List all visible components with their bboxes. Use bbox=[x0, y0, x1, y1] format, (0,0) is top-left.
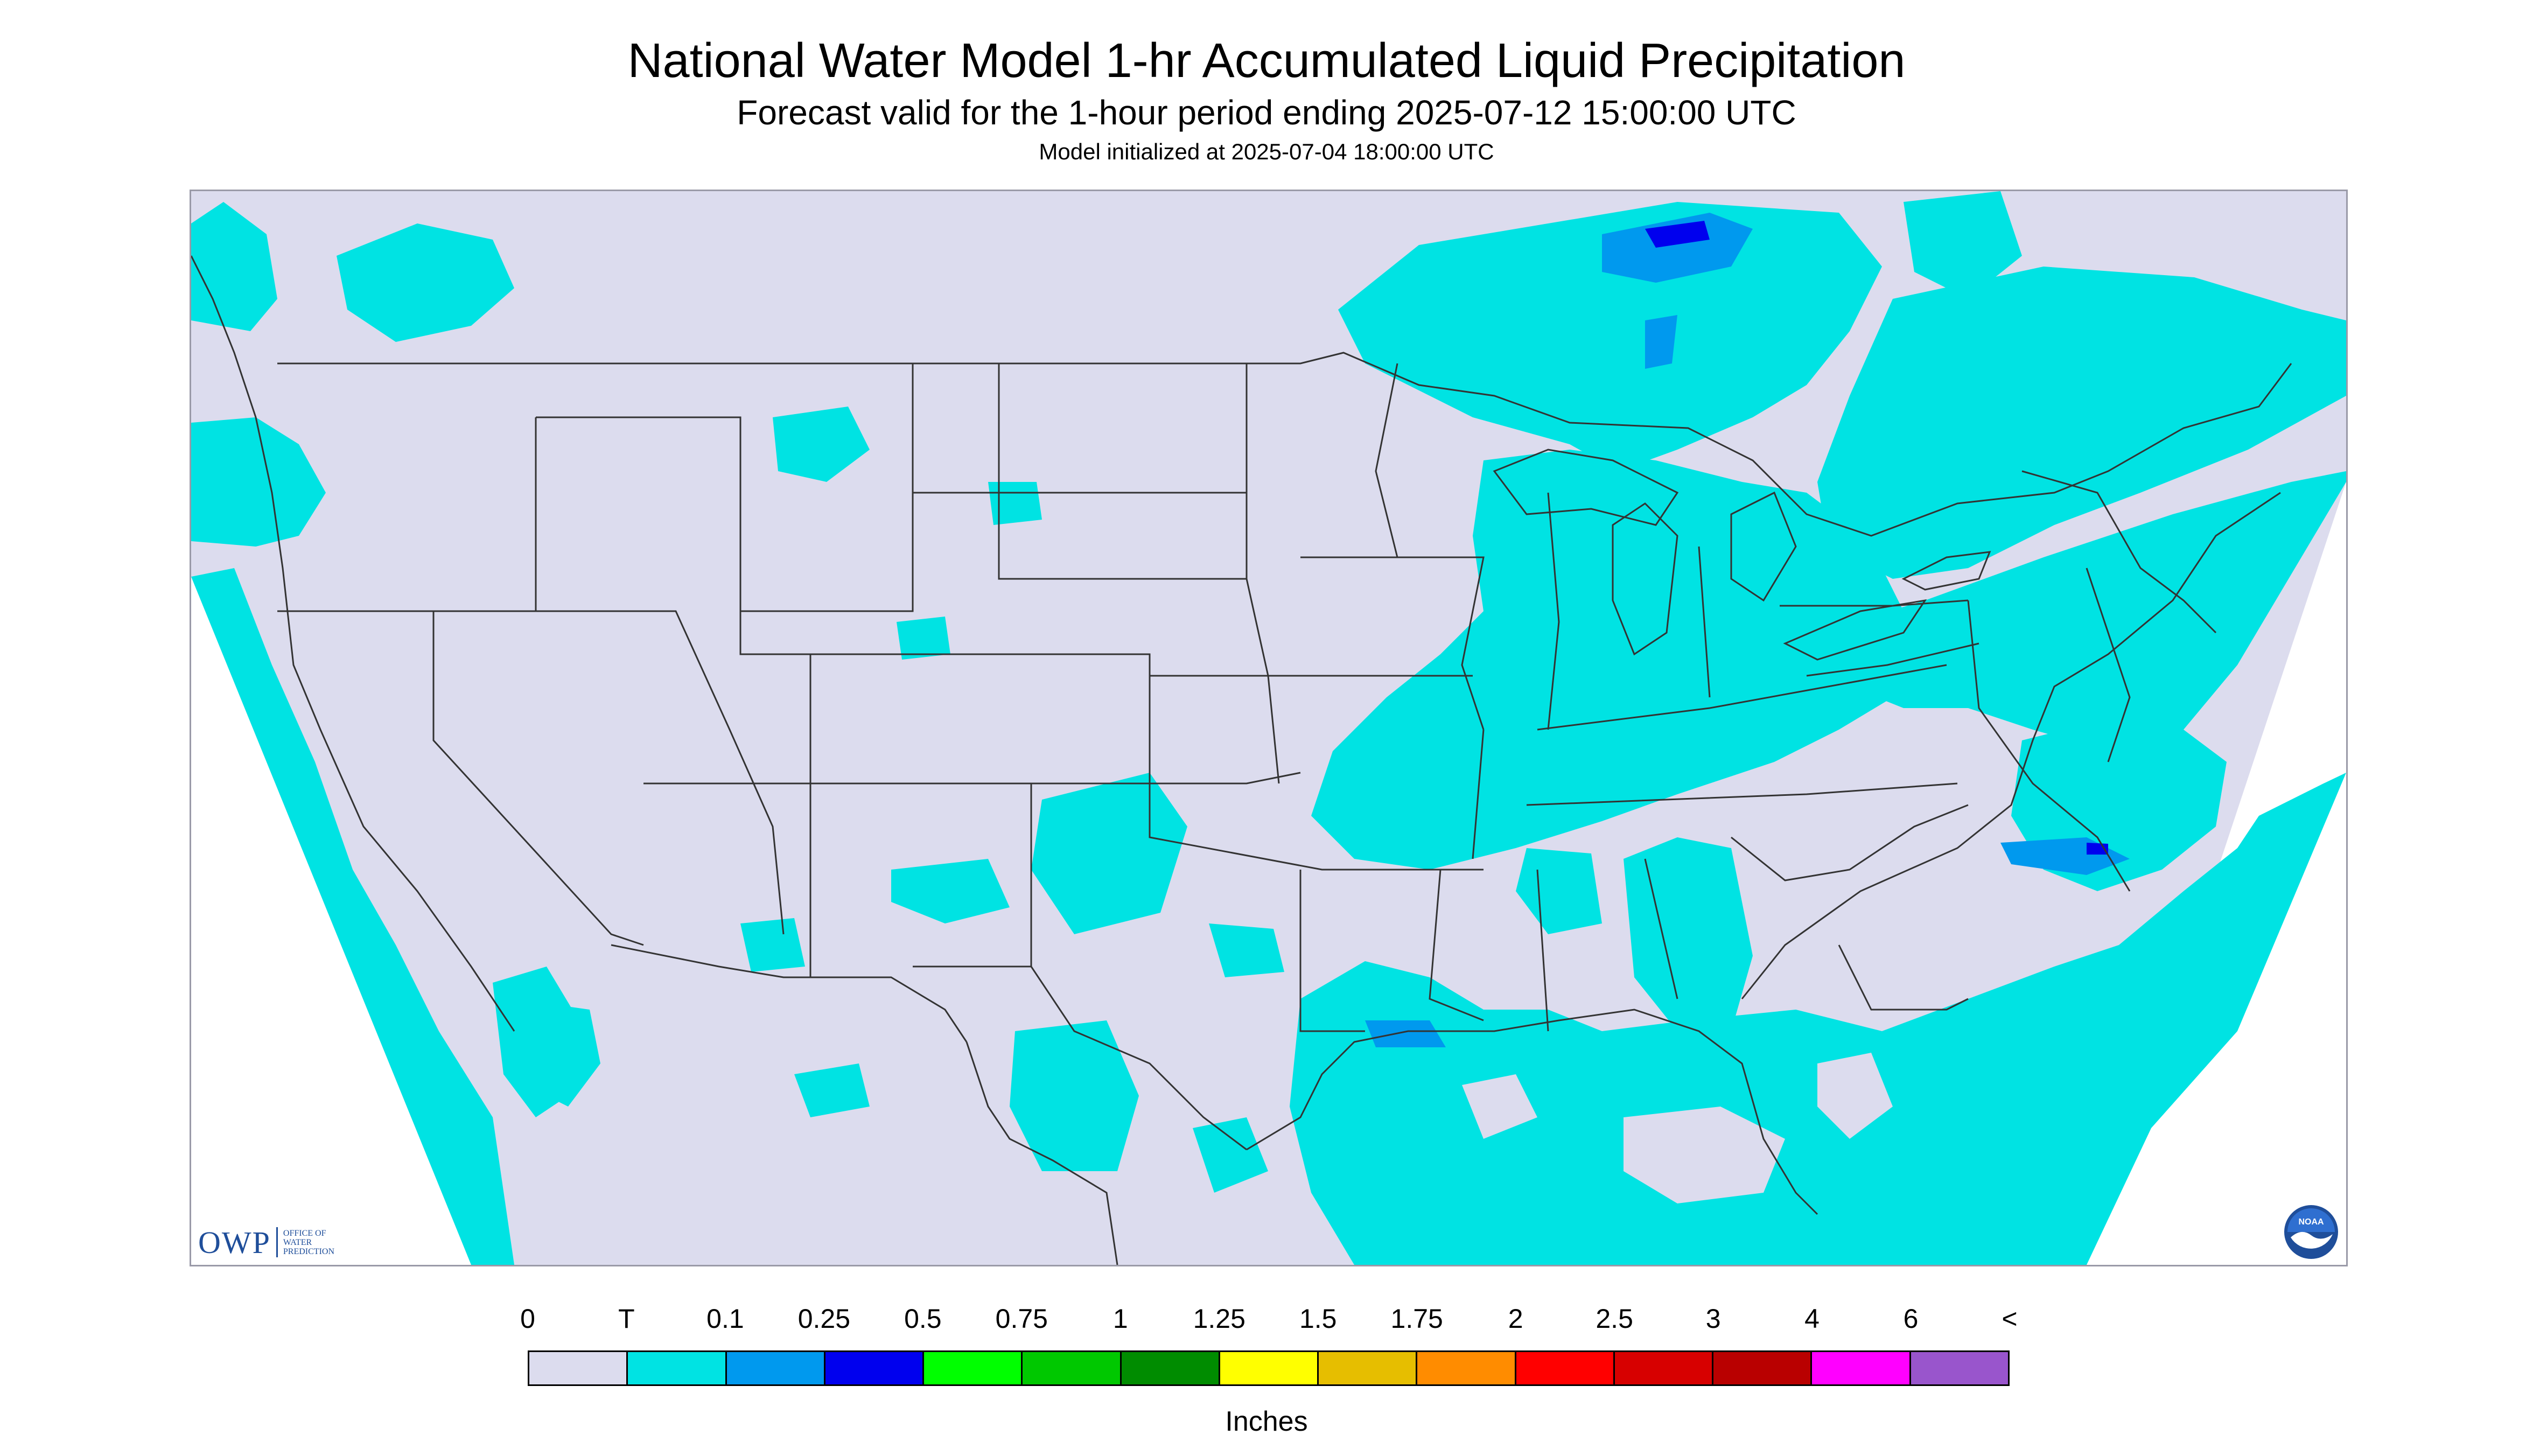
legend-swatch bbox=[1516, 1352, 1615, 1384]
legend-swatch bbox=[1220, 1352, 1319, 1384]
legend-swatch bbox=[529, 1352, 628, 1384]
legend-swatch bbox=[1121, 1352, 1220, 1384]
legend-swatch bbox=[825, 1352, 925, 1384]
legend-label: 1.25 bbox=[1193, 1304, 1245, 1334]
map-panel bbox=[190, 190, 2348, 1266]
model-domain bbox=[191, 191, 2346, 1265]
legend-label: 1.5 bbox=[1299, 1304, 1337, 1334]
legend-color-bar bbox=[528, 1350, 2010, 1386]
legend-label: 0.25 bbox=[797, 1304, 851, 1334]
noaa-logo-text: NOAA bbox=[2298, 1217, 2324, 1227]
legend-label: 2 bbox=[1508, 1304, 1523, 1334]
legend-label: < bbox=[2002, 1304, 2018, 1334]
legend-label: T bbox=[618, 1304, 635, 1334]
legend-label: 1.75 bbox=[1390, 1304, 1443, 1334]
owp-logo-divider bbox=[276, 1227, 278, 1257]
precip-mid-areas bbox=[1645, 221, 2108, 855]
legend-swatch bbox=[924, 1352, 1023, 1384]
boundary-lines bbox=[191, 255, 2292, 1265]
owp-logo-text: OFFICE OF WATER PREDICTION bbox=[283, 1229, 359, 1256]
legend-label: 0.5 bbox=[904, 1304, 942, 1334]
owp-logo-line: OFFICE OF bbox=[283, 1228, 326, 1238]
legend-label: 3 bbox=[1705, 1304, 1721, 1334]
legend-swatch bbox=[1614, 1352, 1714, 1384]
owp-logo: OWP OFFICE OF WATER PREDICTION bbox=[198, 1223, 359, 1261]
legend-label: 2.5 bbox=[1596, 1304, 1633, 1334]
legend-label: 0.75 bbox=[995, 1304, 1048, 1334]
noaa-logo-icon: NOAA bbox=[2284, 1205, 2338, 1259]
legend-swatch bbox=[1713, 1352, 1813, 1384]
owp-logo-mark: OWP bbox=[198, 1224, 271, 1260]
legend-label: 4 bbox=[1804, 1304, 1820, 1334]
legend-swatch bbox=[1812, 1352, 1911, 1384]
owp-logo-line: PREDICTION bbox=[283, 1247, 334, 1256]
legend-swatch bbox=[1319, 1352, 1418, 1384]
dry-holes bbox=[1462, 1053, 1893, 1203]
legend-label: 0.1 bbox=[706, 1304, 744, 1334]
legend-swatch bbox=[1911, 1352, 2008, 1384]
legend-units: Inches bbox=[1225, 1406, 1308, 1437]
precipitation-map bbox=[191, 191, 2346, 1265]
precip-low-areas bbox=[1365, 213, 2130, 1047]
legend-label: 0 bbox=[520, 1304, 535, 1334]
model-init-line: Model initialized at 2025-07-04 18:00:00… bbox=[1039, 139, 1494, 164]
owp-logo-line: WATER bbox=[283, 1237, 312, 1247]
legend-label: 6 bbox=[1903, 1304, 1919, 1334]
legend-swatch bbox=[1023, 1352, 1122, 1384]
legend-swatch bbox=[726, 1352, 825, 1384]
map-title: National Water Model 1-hr Accumulated Li… bbox=[627, 34, 1906, 88]
legend-label: 1 bbox=[1112, 1304, 1128, 1334]
legend-swatch bbox=[628, 1352, 727, 1384]
legend-swatch bbox=[1417, 1352, 1516, 1384]
forecast-valid-subtitle: Forecast valid for the 1-hour period end… bbox=[737, 93, 1796, 132]
legend-labels: 0 T 0.1 0.25 0.5 0.75 1 1.25 1.5 1.75 2 2.5 3 4 6 < bbox=[0, 1303, 2533, 1335]
